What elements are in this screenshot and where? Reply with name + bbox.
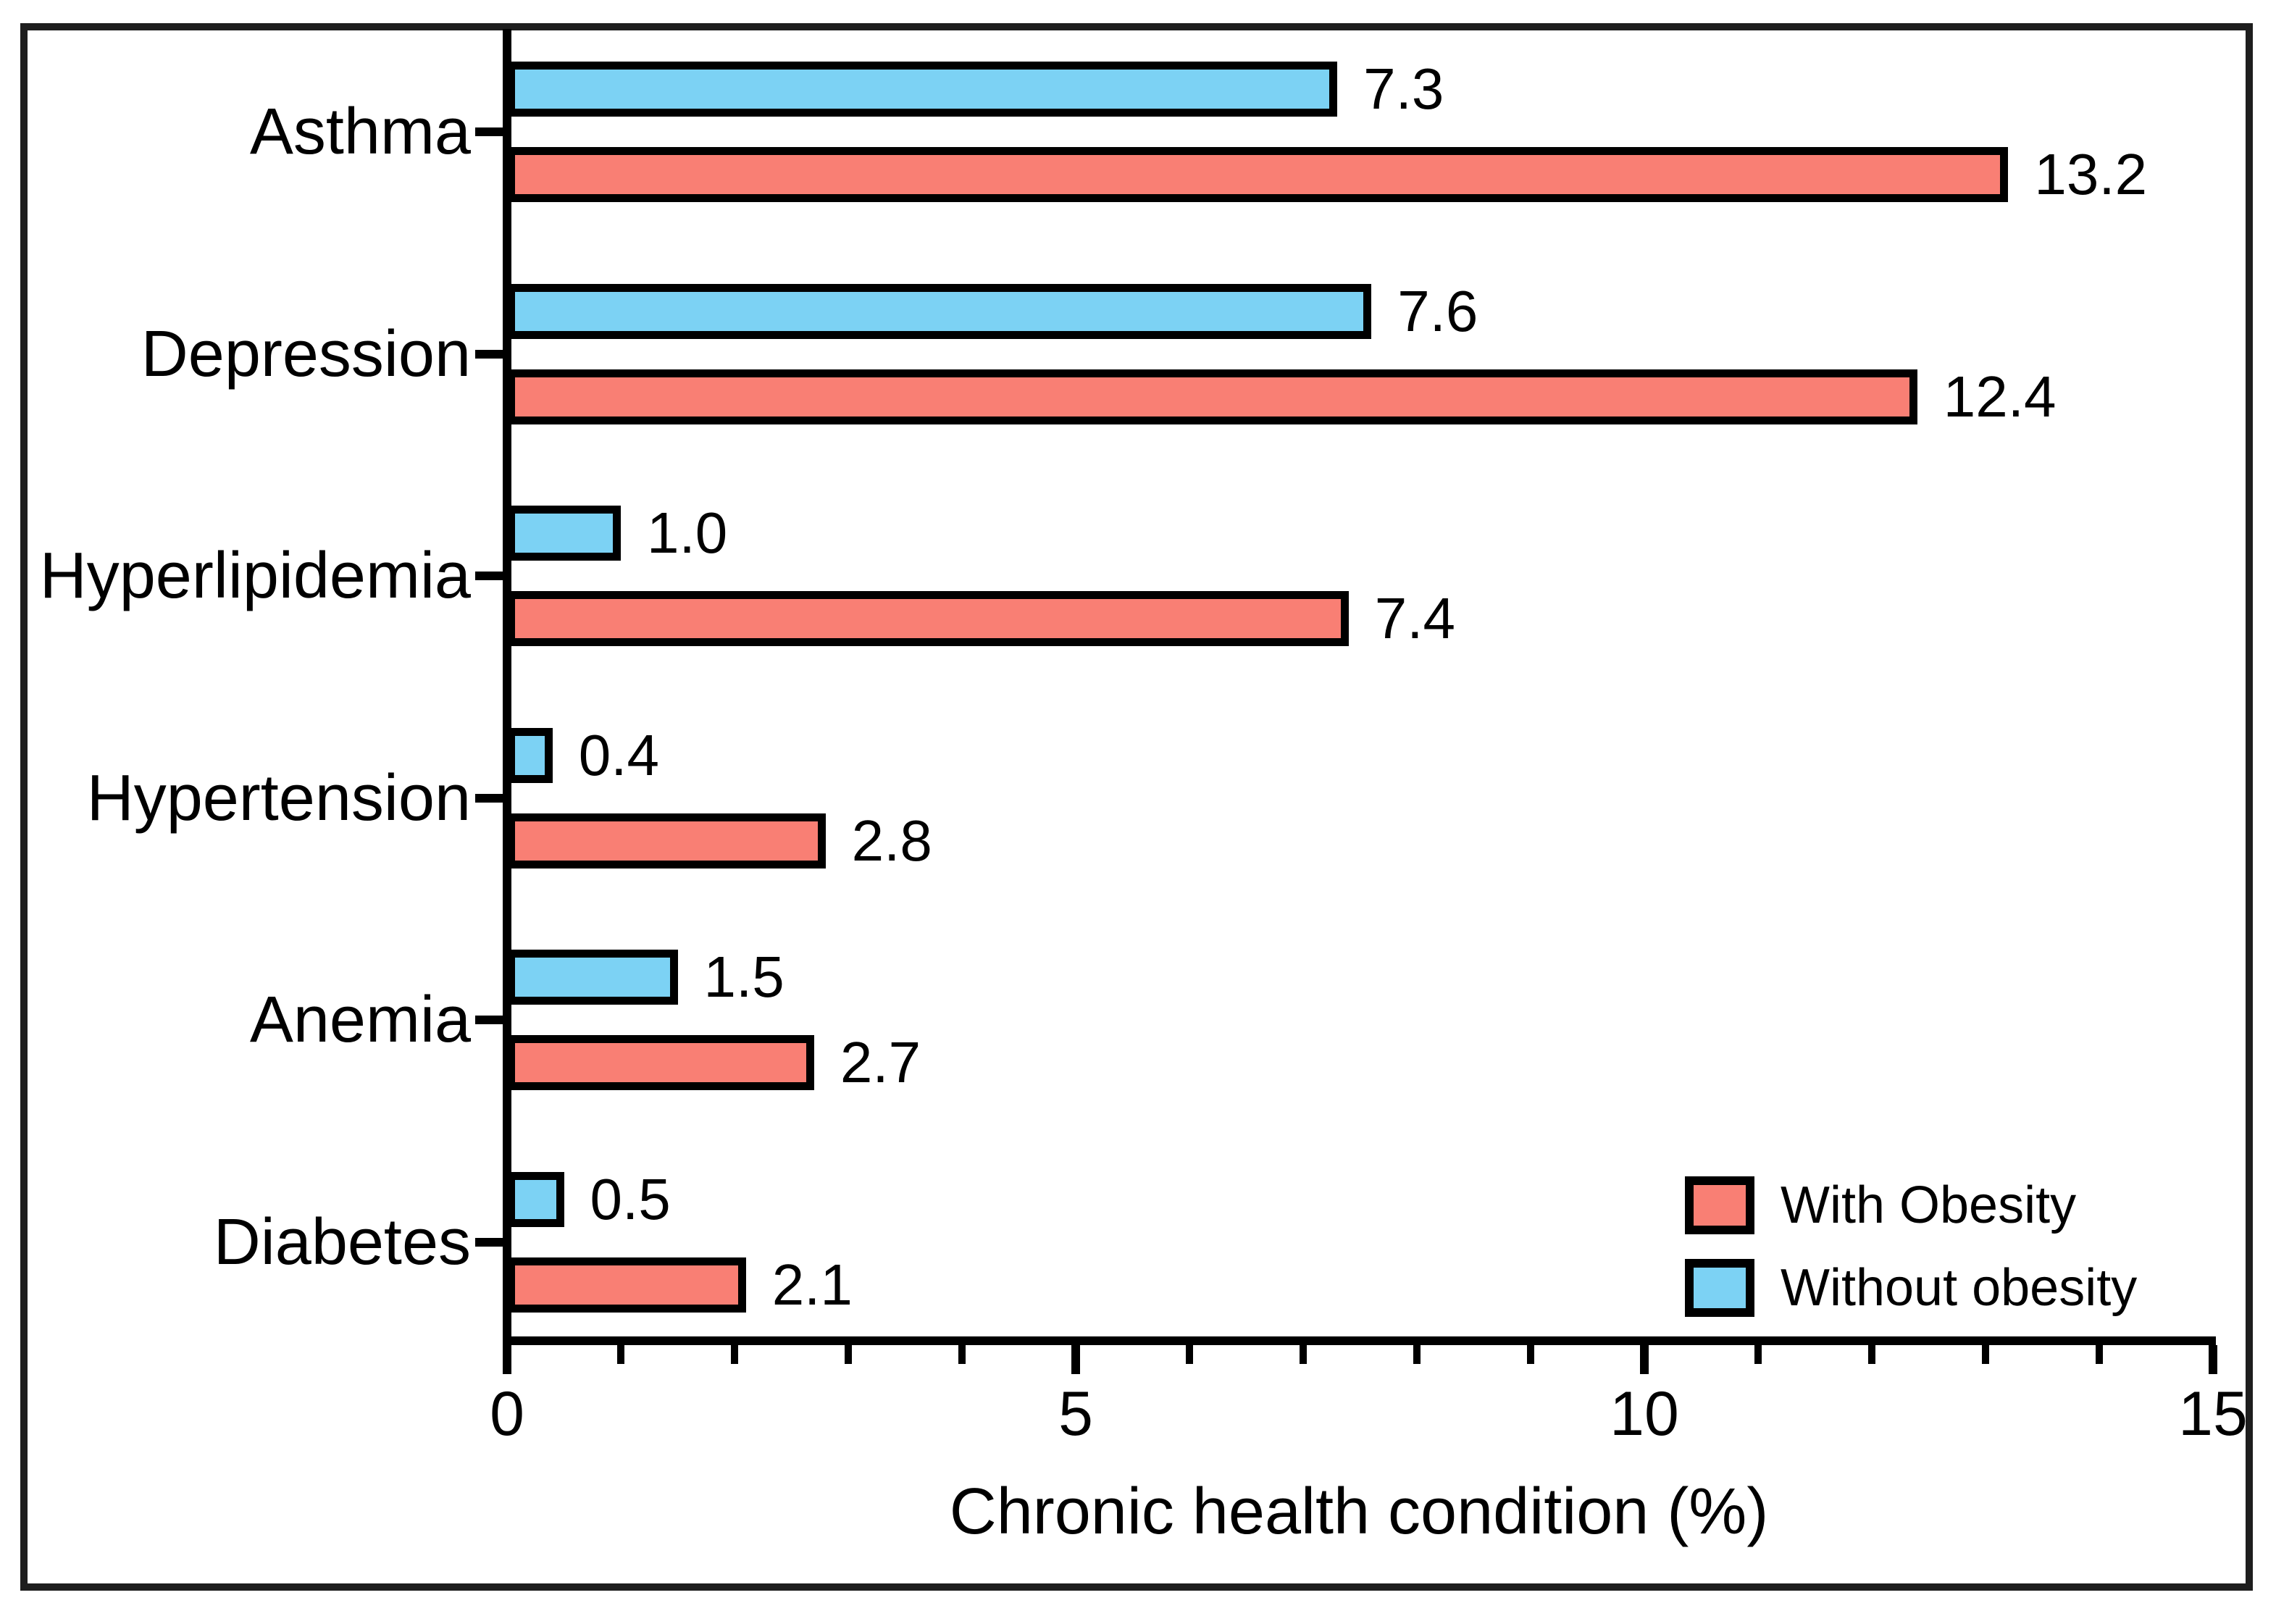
x-major-tick — [503, 1345, 511, 1374]
bar-depression-without-obesity — [507, 283, 1372, 339]
category-label-hypertension: Hypertension — [86, 761, 471, 834]
x-axis-line — [503, 1336, 2216, 1345]
value-label-depression-without-obesity: 7.6 — [1397, 278, 1478, 343]
value-label-diabetes-without-obesity: 0.5 — [590, 1166, 671, 1231]
x-tick-label-5: 5 — [1058, 1379, 1093, 1449]
value-label-diabetes-with-obesity: 2.1 — [771, 1252, 853, 1317]
legend-item-with-obesity: With Obesity — [1685, 1176, 2076, 1234]
bar-diabetes-with-obesity — [507, 1257, 746, 1313]
bar-hypertension-with-obesity — [507, 813, 826, 868]
bar-depression-with-obesity — [507, 369, 1917, 424]
x-minor-tick — [1300, 1345, 1307, 1364]
category-tick-depression — [475, 349, 507, 359]
value-label-anemia-with-obesity: 2.7 — [840, 1030, 921, 1094]
value-label-hyperlipidemia-without-obesity: 1.0 — [647, 501, 728, 565]
x-tick-label-10: 10 — [1610, 1379, 1679, 1449]
x-minor-tick — [617, 1345, 624, 1364]
category-tick-asthma — [475, 127, 507, 136]
value-label-hypertension-with-obesity: 2.8 — [851, 808, 932, 873]
x-tick-label-15: 15 — [2178, 1379, 2248, 1449]
bar-hyperlipidemia-without-obesity — [507, 506, 621, 561]
category-label-asthma: Asthma — [249, 96, 471, 168]
x-minor-tick — [2096, 1345, 2103, 1364]
x-major-tick — [2209, 1345, 2217, 1374]
bar-asthma-without-obesity — [507, 62, 1338, 117]
x-major-tick — [1071, 1345, 1080, 1374]
category-tick-hypertension — [475, 793, 507, 803]
bar-asthma-with-obesity — [507, 147, 2009, 202]
x-minor-tick — [1186, 1345, 1193, 1364]
bar-hyperlipidemia-with-obesity — [507, 591, 1349, 646]
value-label-hypertension-without-obesity: 0.4 — [578, 722, 660, 787]
x-axis-title: Chronic health condition (%) — [949, 1476, 1769, 1548]
bar-hypertension-without-obesity — [507, 727, 553, 783]
legend-item-without-obesity: Without obesity — [1685, 1259, 2137, 1317]
category-label-depression: Depression — [141, 317, 471, 390]
bar-anemia-with-obesity — [507, 1035, 814, 1090]
x-tick-label-0: 0 — [490, 1379, 524, 1449]
category-label-diabetes: Diabetes — [213, 1205, 471, 1278]
legend-swatch-without-obesity — [1685, 1259, 1754, 1317]
category-tick-hyperlipidemia — [475, 572, 507, 580]
value-label-asthma-with-obesity: 13.2 — [2034, 142, 2148, 206]
x-minor-tick — [1527, 1345, 1534, 1364]
legend-label-with-obesity: With Obesity — [1781, 1176, 2077, 1234]
x-minor-tick — [1868, 1345, 1875, 1364]
legend-label-without-obesity: Without obesity — [1781, 1259, 2138, 1317]
x-minor-tick — [1982, 1345, 1989, 1364]
y-axis-line — [503, 29, 511, 1345]
x-minor-tick — [731, 1345, 738, 1364]
figure-frame — [20, 23, 2253, 1591]
category-label-hyperlipidemia: Hyperlipidemia — [39, 540, 471, 612]
bar-anemia-without-obesity — [507, 950, 678, 1005]
category-tick-anemia — [475, 1016, 507, 1024]
bar-diabetes-without-obesity — [507, 1171, 564, 1227]
legend-swatch-with-obesity — [1685, 1176, 1754, 1234]
x-minor-tick — [1754, 1345, 1762, 1364]
x-minor-tick — [845, 1345, 852, 1364]
x-minor-tick — [958, 1345, 966, 1364]
value-label-asthma-without-obesity: 7.3 — [1363, 56, 1444, 121]
category-label-anemia: Anemia — [249, 984, 471, 1056]
value-label-anemia-without-obesity: 1.5 — [703, 945, 785, 1009]
value-label-hyperlipidemia-with-obesity: 7.4 — [1374, 586, 1456, 650]
category-tick-diabetes — [475, 1237, 507, 1247]
x-major-tick — [1640, 1345, 1649, 1374]
x-minor-tick — [1413, 1345, 1421, 1364]
value-label-depression-with-obesity: 12.4 — [1943, 364, 2057, 429]
